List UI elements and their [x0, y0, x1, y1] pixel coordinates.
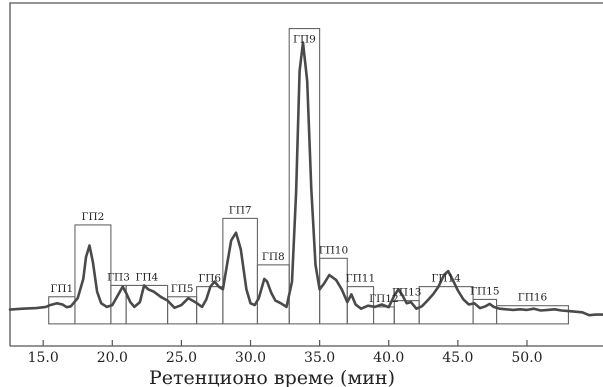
fraction-box-ГП1: [48, 296, 76, 325]
x-tick-label: 20.0: [97, 350, 128, 366]
x-tick-label: 35.0: [304, 350, 335, 366]
fraction-box-ГП15: [472, 298, 498, 325]
fraction-box-ГП16: [496, 305, 569, 325]
fraction-box-ГП12: [372, 306, 395, 325]
fraction-label-ГП5: ГП5: [171, 283, 194, 295]
plot-frame: [9, 2, 603, 347]
fraction-label-ГП11: ГП11: [346, 273, 375, 285]
fraction-label-ГП14: ГП14: [431, 273, 461, 285]
fraction-boxes: [48, 28, 569, 325]
fraction-label-ГП16: ГП16: [518, 292, 548, 304]
fraction-box-ГП9: [288, 28, 321, 325]
fraction-label-ГП3: ГП3: [107, 271, 130, 283]
fraction-label-ГП7: ГП7: [229, 204, 252, 216]
fraction-label-ГП6: ГП6: [198, 273, 221, 285]
x-tick-label: 40.0: [373, 350, 404, 366]
fraction-label-ГП13: ГП13: [392, 287, 421, 299]
fraction-label-ГП10: ГП10: [319, 244, 348, 256]
fraction-label-ГП15: ГП15: [470, 285, 499, 297]
x-tick-label: 45.0: [442, 350, 473, 366]
fraction-box-ГП11: [346, 286, 375, 325]
fraction-label-ГП8: ГП8: [262, 251, 285, 263]
chromatogram-line-0: [8, 41, 603, 317]
fraction-label-ГП4: ГП4: [135, 271, 158, 283]
plot-border: [9, 2, 603, 346]
fraction-label-ГП9: ГП9: [293, 34, 316, 46]
x-tick-label: 30.0: [235, 350, 266, 366]
x-axis-ticks: 15.0 20.0 25.0 30.0 35.0 40.0 45.0 50.0: [28, 340, 543, 366]
x-tick-label: 15.0: [28, 350, 59, 366]
x-tick-label: 50.0: [511, 350, 542, 366]
fraction-label-ГП12: ГП12: [369, 293, 398, 305]
fraction-box-ГП7: [222, 217, 258, 325]
fraction-label-ГП2: ГП2: [82, 211, 105, 223]
chromatogram-trace: [8, 41, 603, 317]
fraction-box-ГП14: [418, 286, 474, 325]
x-tick-label: 25.0: [166, 350, 197, 366]
fraction-label-ГП1: ГП1: [50, 283, 73, 295]
x-axis-title: Ретенционо време (мин): [149, 367, 395, 387]
fraction-box-ГП2: [74, 224, 112, 325]
